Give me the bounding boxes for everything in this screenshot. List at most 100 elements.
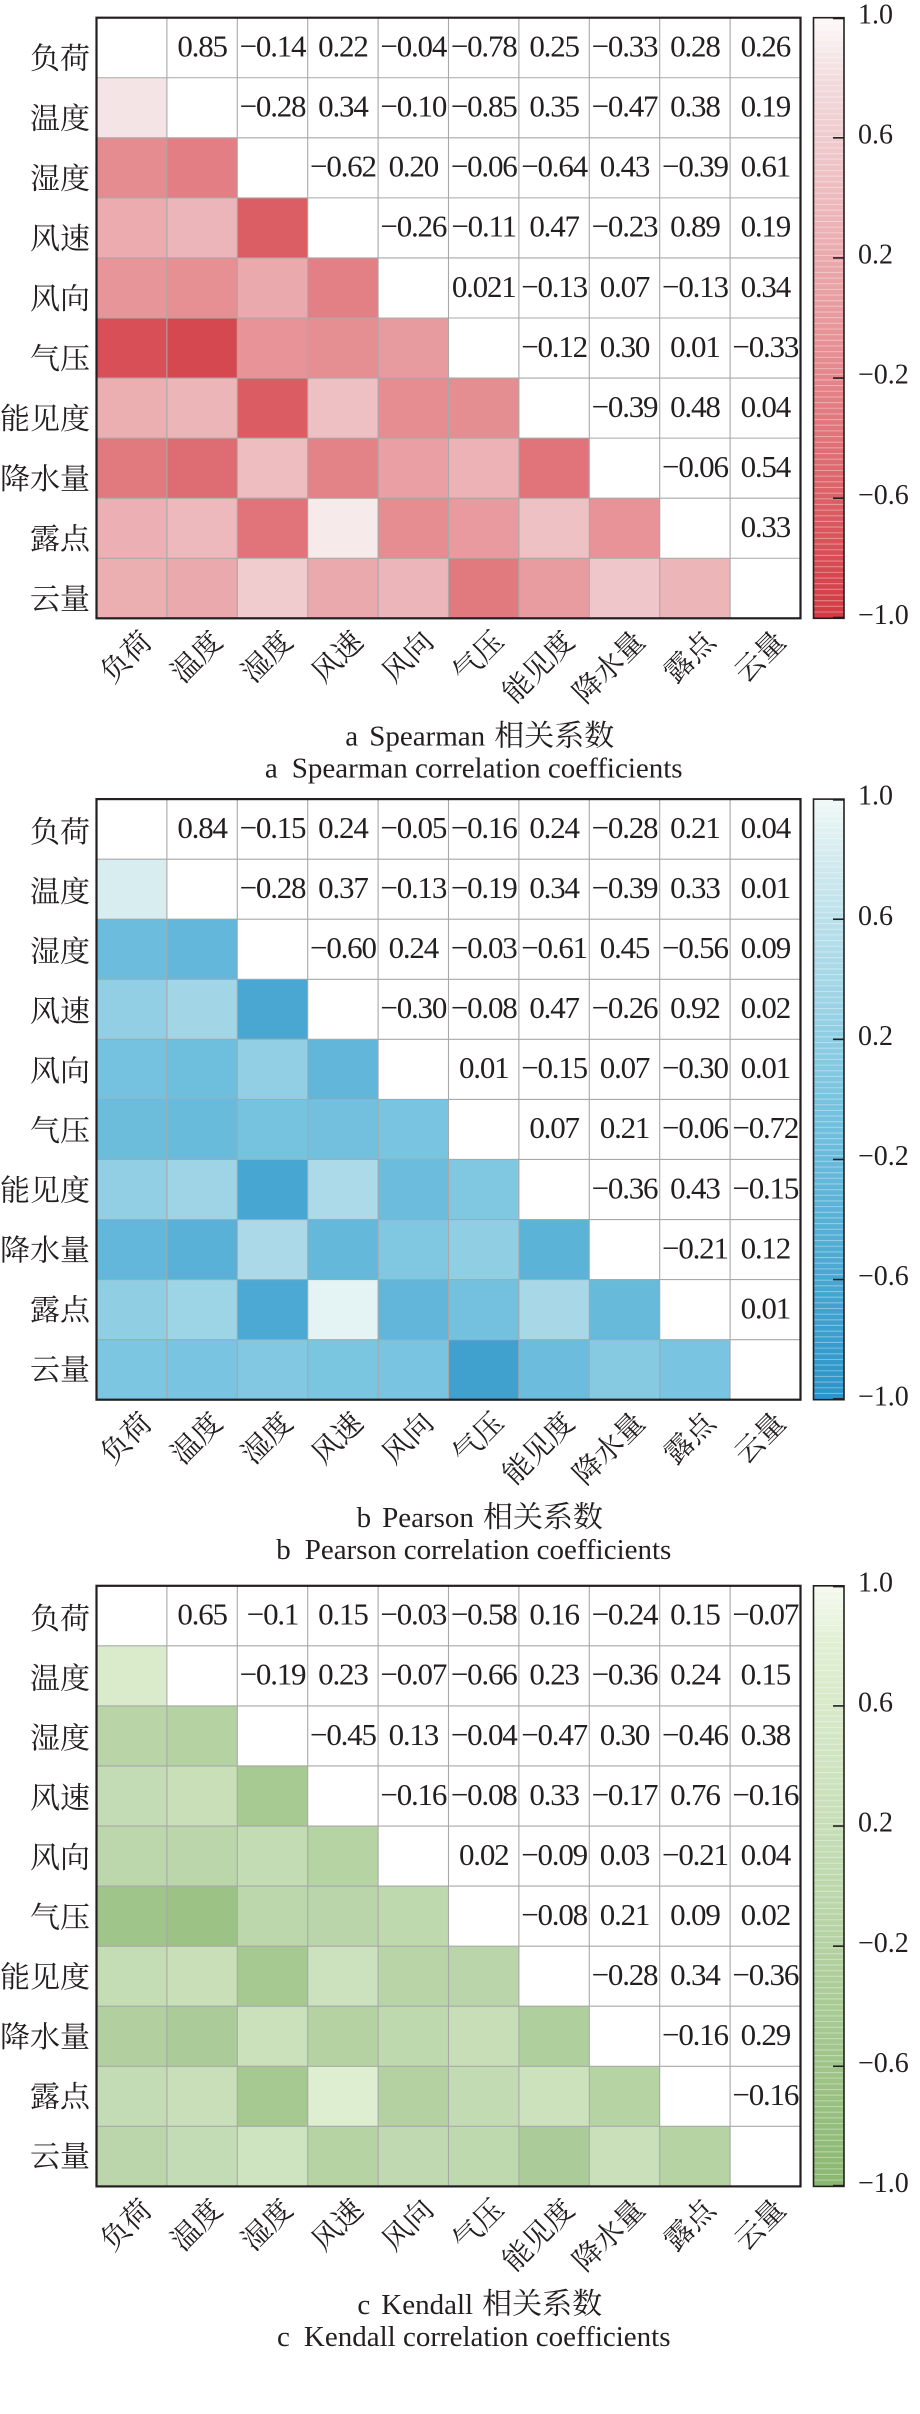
svg-text:c: c [357,2289,370,2321]
svg-text:0.23: 0.23 [318,1657,368,1692]
svg-text:−0.17: −0.17 [592,1777,658,1812]
svg-text:−0.47: −0.47 [592,89,658,124]
svg-text:Pearson: Pearson [382,1502,474,1534]
svg-text:−0.13: −0.13 [521,269,587,304]
svg-text:0.19: 0.19 [741,89,791,124]
svg-text:0.16: 0.16 [529,1597,579,1632]
svg-text:Spearman correlation coefficie: Spearman correlation coefficients [292,753,683,785]
svg-text:−0.07: −0.07 [380,1657,446,1692]
svg-text:0.25: 0.25 [529,29,579,64]
svg-text:0.09: 0.09 [741,930,791,965]
svg-text:0.01: 0.01 [459,1050,508,1085]
svg-text:−0.06: −0.06 [662,449,728,484]
svg-text:0.6: 0.6 [858,901,893,932]
svg-text:0.24: 0.24 [670,1657,721,1692]
svg-text:−0.19: −0.19 [240,1657,306,1692]
svg-text:0.01: 0.01 [741,1050,790,1085]
svg-text:0.20: 0.20 [389,149,439,184]
svg-text:0.54: 0.54 [741,449,792,484]
svg-text:0.47: 0.47 [529,990,579,1025]
svg-text:0.6: 0.6 [858,1688,893,1719]
svg-text:−0.16: −0.16 [451,810,517,845]
svg-text:0.43: 0.43 [670,1170,720,1205]
svg-text:a: a [345,721,358,753]
svg-text:0.21: 0.21 [600,1110,649,1145]
svg-text:−0.07: −0.07 [732,1597,798,1632]
svg-text:−0.26: −0.26 [592,990,658,1025]
svg-text:1.0: 1.0 [858,1567,893,1598]
svg-text:−0.66: −0.66 [451,1657,517,1692]
svg-text:0.021: 0.021 [452,269,516,304]
svg-text:−0.30: −0.30 [662,1050,728,1085]
svg-text:0.24: 0.24 [318,810,369,845]
svg-text:−0.16: −0.16 [732,1777,798,1812]
svg-text:−0.15: −0.15 [240,810,306,845]
svg-text:−0.03: −0.03 [451,930,517,965]
svg-text:−0.62: −0.62 [310,149,376,184]
svg-text:0.65: 0.65 [177,1597,227,1632]
svg-text:0.45: 0.45 [600,930,650,965]
svg-text:0.01: 0.01 [670,329,719,364]
svg-text:0.15: 0.15 [318,1597,368,1632]
svg-text:0.48: 0.48 [670,389,720,424]
svg-text:0.12: 0.12 [741,1230,790,1265]
svg-text:0.84: 0.84 [177,810,228,845]
svg-text:0.22: 0.22 [318,29,367,64]
svg-text:−0.6: −0.6 [858,480,909,511]
svg-text:0.03: 0.03 [600,1837,650,1872]
svg-text:a: a [265,753,278,785]
svg-text:−0.2: −0.2 [858,1928,909,1959]
svg-text:−1.0: −1.0 [858,1381,909,1412]
svg-text:−0.1: −0.1 [247,1597,298,1632]
svg-text:0.37: 0.37 [318,870,368,905]
svg-text:0.38: 0.38 [741,1717,791,1752]
svg-text:−0.39: −0.39 [662,149,728,184]
svg-text:0.19: 0.19 [741,209,791,244]
svg-text:0.61: 0.61 [741,149,790,184]
svg-text:−0.21: −0.21 [662,1230,728,1265]
svg-text:−0.08: −0.08 [451,1777,517,1812]
svg-text:−0.24: −0.24 [592,1597,659,1632]
svg-text:0.23: 0.23 [529,1657,579,1692]
svg-text:0.2: 0.2 [858,240,893,271]
svg-text:0.2: 0.2 [858,1021,893,1052]
svg-text:0.21: 0.21 [670,810,719,845]
svg-text:−0.08: −0.08 [521,1897,587,1932]
svg-text:−0.72: −0.72 [732,1110,798,1145]
svg-text:−0.21: −0.21 [662,1837,728,1872]
svg-text:−0.39: −0.39 [592,389,658,424]
svg-text:0.38: 0.38 [670,89,720,124]
svg-text:−0.08: −0.08 [451,990,517,1025]
svg-text:Pearson correlation coefficien: Pearson correlation coefficients [305,1534,672,1566]
svg-text:−0.56: −0.56 [662,930,728,965]
svg-text:−0.14: −0.14 [240,29,307,64]
svg-text:0.24: 0.24 [529,810,580,845]
svg-text:−0.10: −0.10 [380,89,446,124]
svg-text:0.24: 0.24 [389,930,440,965]
svg-text:−0.36: −0.36 [732,1957,798,1992]
svg-text:−0.6: −0.6 [858,2048,909,2079]
svg-text:−0.15: −0.15 [521,1050,587,1085]
svg-text:−0.33: −0.33 [592,29,658,64]
svg-text:Kendall: Kendall [381,2289,473,2321]
svg-text:0.34: 0.34 [670,1957,721,1992]
svg-text:−1.0: −1.0 [858,600,909,631]
svg-text:0.30: 0.30 [600,1717,650,1752]
svg-text:0.02: 0.02 [741,1897,790,1932]
svg-text:0.04: 0.04 [741,1837,792,1872]
svg-text:−0.26: −0.26 [380,209,446,244]
svg-text:0.01: 0.01 [741,1290,790,1325]
svg-text:0.04: 0.04 [741,389,792,424]
svg-text:0.21: 0.21 [600,1897,649,1932]
svg-text:0.34: 0.34 [741,269,792,304]
svg-text:−0.47: −0.47 [521,1717,587,1752]
svg-text:−0.15: −0.15 [732,1170,798,1205]
svg-text:−0.46: −0.46 [662,1717,728,1752]
svg-text:0.76: 0.76 [670,1777,720,1812]
svg-text:0.43: 0.43 [600,149,650,184]
svg-text:0.2: 0.2 [858,1808,893,1839]
svg-text:0.26: 0.26 [741,29,791,64]
svg-text:−0.58: −0.58 [451,1597,517,1632]
svg-text:0.34: 0.34 [529,870,580,905]
svg-text:−0.16: −0.16 [732,2077,798,2112]
